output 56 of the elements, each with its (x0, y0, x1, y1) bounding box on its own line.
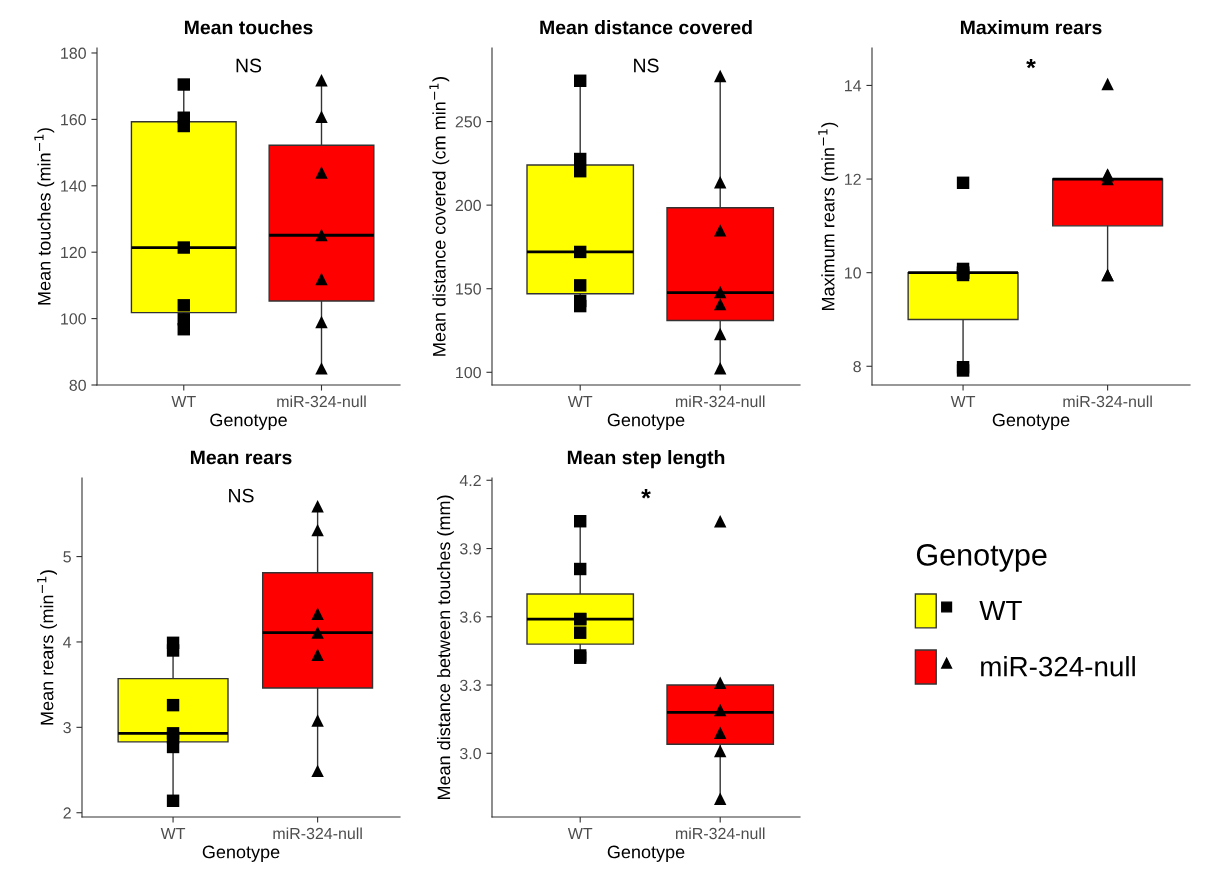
chart-title: Mean touches (184, 20, 313, 35)
x-axis-title: Genotype (210, 413, 287, 430)
y-axis-title: Maximum rears (min$^{−1}$) (818, 122, 839, 310)
x-tick-label: miR-324-null (273, 827, 362, 840)
y-tick-label: 4.2 (459, 474, 481, 487)
x-tick-label: miR-324-null (277, 395, 366, 408)
y-tick-label: 3.3 (459, 679, 481, 691)
y-tick-label: 14 (845, 80, 862, 92)
y-tick-label: 3 (63, 721, 71, 734)
y-tick-label: 3.0 (459, 747, 481, 760)
annotation: NS (634, 58, 659, 73)
y-tick-label: 8 (853, 360, 861, 373)
y-tick-label: 5 (63, 551, 71, 563)
y-tick-label: 140 (61, 180, 86, 192)
x-tick-label: WT (160, 828, 186, 839)
chart-title: Maximum rears (960, 20, 1102, 35)
legend-label: miR-324-null (981, 656, 1135, 677)
annotation: * (641, 489, 651, 499)
legend-label: WT (979, 600, 1022, 621)
x-axis-title: Genotype (992, 413, 1070, 430)
annotation: NS (236, 58, 262, 73)
x-tick-label: WT (567, 396, 593, 407)
y-tick-label: 12 (845, 173, 861, 185)
y-tick-label: 10 (845, 267, 861, 279)
y-tick-label: 4 (63, 636, 72, 648)
y-tick-label: 120 (61, 246, 86, 259)
annotation: * (1026, 59, 1036, 69)
x-axis-title: Genotype (607, 845, 685, 862)
chart-title: Mean distance covered (540, 20, 752, 35)
y-axis-title: Mean touches (min$^{−1}$) (34, 128, 55, 305)
x-tick-label: miR-324-null (1063, 395, 1152, 408)
y-tick-label: 3.6 (459, 611, 481, 623)
y-tick-label: 250 (455, 116, 481, 128)
y-tick-label: 2 (63, 807, 71, 819)
y-tick-label: 100 (456, 366, 481, 379)
y-tick-label: 100 (61, 313, 86, 325)
y-axis-title: Mean rears (min$^{−1}$) (37, 570, 57, 725)
chart-title: Mean step length (567, 450, 725, 469)
chart-title: Mean rears (190, 450, 292, 465)
y-tick-label: 150 (456, 283, 481, 295)
x-tick-label: WT (171, 396, 196, 407)
x-tick-label: WT (950, 396, 976, 407)
x-axis-title: Genotype (202, 845, 280, 862)
y-axis-title: Mean distance between touches (mm) (437, 495, 454, 800)
y-tick-label: 3.9 (459, 543, 481, 555)
y-tick-label: 160 (61, 114, 86, 126)
y-tick-label: 180 (61, 47, 86, 59)
x-tick-label: WT (567, 828, 593, 839)
annotation: NS (229, 488, 254, 503)
x-tick-label: miR-324-null (675, 395, 765, 408)
x-axis-title: Genotype (607, 413, 685, 430)
y-tick-label: 80 (69, 379, 86, 391)
y-tick-label: 200 (455, 199, 481, 212)
x-tick-label: miR-324-null (675, 827, 765, 840)
legend-title: Genotype (916, 544, 1047, 572)
y-axis-title: Mean distance covered (cm min$^{−1}$) (429, 77, 450, 356)
